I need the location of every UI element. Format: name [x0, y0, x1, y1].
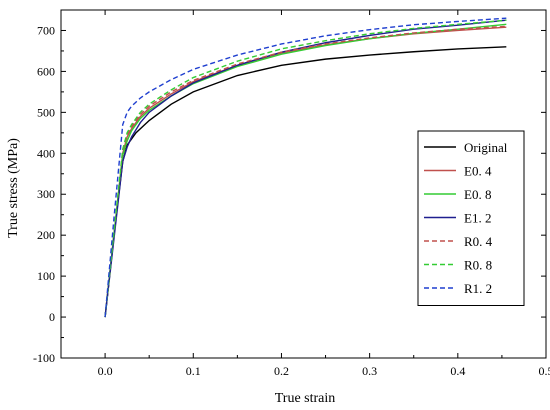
y-tick-label: 400 — [37, 146, 55, 160]
y-tick-label: 100 — [37, 269, 55, 283]
x-tick-label: 0.5 — [539, 364, 550, 378]
x-tick-label: 0.4 — [450, 364, 465, 378]
x-tick-label: 0.1 — [186, 364, 201, 378]
y-tick-label: 500 — [37, 105, 55, 119]
y-axis-label: True stress (MPa) — [6, 138, 21, 238]
y-tick-label: -100 — [33, 351, 55, 365]
x-tick-label: 0.2 — [274, 364, 289, 378]
legend-label: Original — [464, 140, 508, 155]
series-line-5 — [104, 25, 507, 318]
legend-label: E0. 8 — [464, 187, 491, 202]
x-tick-label: 0.3 — [362, 364, 377, 378]
legend-label: R0. 4 — [464, 234, 493, 249]
legend-label: E0. 4 — [464, 164, 492, 179]
y-tick-label: 200 — [37, 228, 55, 242]
series-line-4 — [104, 19, 507, 318]
x-axis-label: True strain — [275, 391, 336, 406]
legend: Original E0. 4 E0. 8 E1. 2 R0. 4 R0. 8 R1. 2 — [417, 130, 525, 306]
axes: 0.0 0.1 0.2 0.3 0.4 0.5 -100 0 100 200 300 400 500 60… — [33, 9, 550, 378]
legend-label: R0. 8 — [464, 258, 492, 273]
x-tick-label: 0.0 — [98, 364, 113, 378]
series-line-7 — [104, 17, 507, 318]
y-tick-label: 700 — [37, 23, 55, 37]
series-lines — [104, 17, 507, 318]
legend-label: R1. 2 — [464, 281, 492, 296]
y-tick-label: 0 — [49, 310, 55, 324]
legend-box — [417, 130, 525, 306]
series-line-6 — [104, 19, 507, 318]
plot-frame — [60, 9, 547, 359]
legend-label: E1. 2 — [464, 211, 491, 226]
y-tick-label: 600 — [37, 64, 55, 78]
y-tick-label: 300 — [37, 187, 55, 201]
